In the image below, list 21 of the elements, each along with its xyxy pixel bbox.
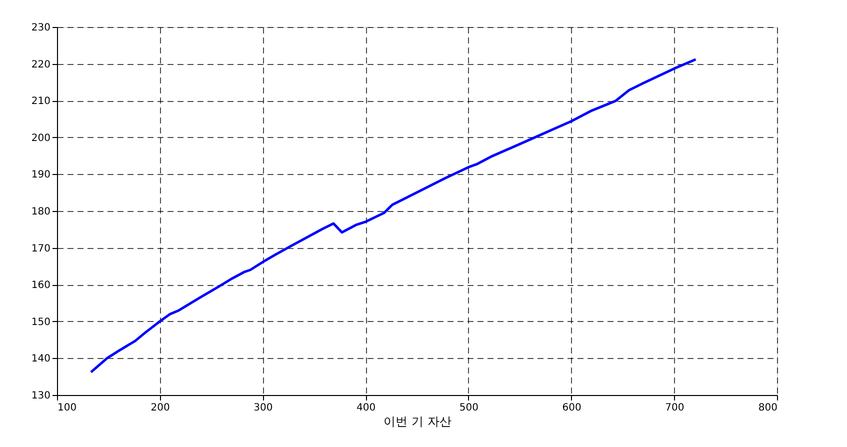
x-tick-label: 300 [254, 402, 273, 414]
x-axis-title: 이번 기 자산 [384, 414, 452, 428]
y-tick-label: 200 [31, 132, 50, 144]
y-tick-label: 160 [31, 280, 50, 292]
y-tick-label: 210 [31, 96, 50, 108]
y-tick-label: 150 [31, 316, 50, 328]
line-series [90, 58, 697, 374]
x-tick-label: 200 [150, 402, 170, 414]
x-tick-label: 600 [562, 402, 582, 414]
y-tick-label: 230 [31, 22, 50, 34]
x-tick-label: 400 [356, 402, 376, 414]
x-tick-label: 500 [459, 402, 478, 414]
x-tick-label: 700 [665, 402, 684, 414]
y-tick-label: 130 [31, 390, 50, 402]
y-tick-label: 170 [31, 243, 50, 254]
x-tick-label: 800 [758, 402, 778, 414]
y-tick-label: 180 [31, 206, 50, 218]
x-tick-label: 100 [58, 402, 77, 414]
y-tick-label: 140 [31, 354, 50, 365]
y-tick-label: 190 [31, 170, 50, 181]
y-tick-label: 220 [31, 59, 50, 70]
